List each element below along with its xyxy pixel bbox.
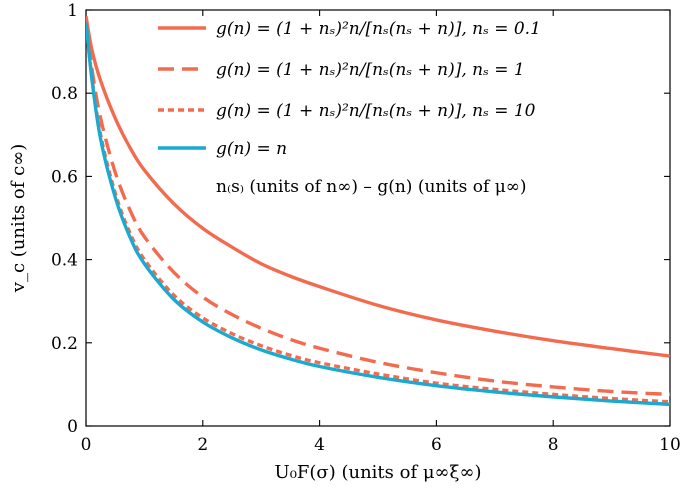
legend-note: n₍s₎ (units of n∞) – g(n) (units of μ∞) bbox=[216, 177, 527, 197]
y-axis-title: v_c (units of c∞) bbox=[8, 144, 29, 293]
y-tick-label: 0.8 bbox=[51, 84, 78, 104]
legend-label-0: g(n) = (1 + nₛ)²n/[nₛ(nₛ + n)], nₛ = 0.1 bbox=[216, 19, 541, 39]
plot-frame bbox=[85, 9, 671, 427]
y-tick-label: 0.2 bbox=[51, 334, 78, 354]
x-tick-label: 10 bbox=[659, 435, 681, 455]
x-tick-label: 8 bbox=[548, 435, 559, 455]
legend-label-3: g(n) = n bbox=[216, 139, 287, 159]
y-tick-label: 0 bbox=[67, 417, 78, 437]
y-tick-label: 1 bbox=[67, 1, 78, 21]
y-tick-label: 0.6 bbox=[51, 167, 78, 187]
x-tick-label: 4 bbox=[314, 435, 325, 455]
series-layer bbox=[86, 15, 670, 407]
series-line-3 bbox=[86, 22, 670, 407]
legend-label-2: g(n) = (1 + nₛ)²n/[nₛ(nₛ + n)], nₛ = 10 bbox=[216, 101, 536, 121]
y-tick-label: 0.4 bbox=[51, 251, 78, 271]
series-line-1 bbox=[86, 20, 670, 397]
legend-label-1: g(n) = (1 + nₛ)²n/[nₛ(nₛ + n)], nₛ = 1 bbox=[216, 60, 525, 80]
series-line-0 bbox=[86, 15, 670, 358]
x-axis-title: U₀F(σ) (units of μ∞ξ∞) bbox=[275, 462, 482, 483]
legend: g(n) = (1 + nₛ)²n/[nₛ(nₛ + n)], nₛ = 0.1… bbox=[158, 19, 541, 159]
axis-ticks: 0 2 4 6 8 10 0 0.2 0.4 0.6 0.8 1 bbox=[51, 1, 681, 455]
x-tick-label: 6 bbox=[431, 435, 442, 455]
x-tick-label: 2 bbox=[197, 435, 208, 455]
x-tick-label: 0 bbox=[81, 435, 92, 455]
